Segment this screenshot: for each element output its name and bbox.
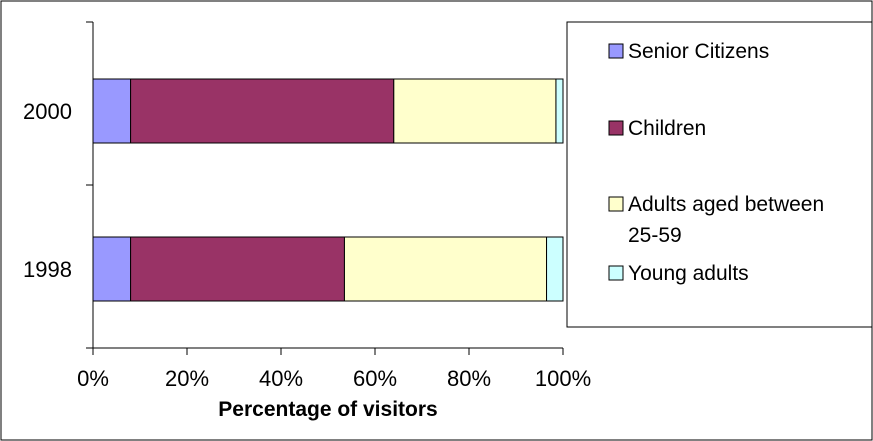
bar-segment-1998-3 bbox=[343, 236, 548, 302]
legend: Senior Citizens Children Adults aged betwe… bbox=[608, 40, 824, 285]
axes-group bbox=[86, 21, 564, 355]
x-tick-label: 40% bbox=[259, 366, 303, 391]
y-category-label: 2000 bbox=[23, 99, 72, 124]
bar-segment-2000-2 bbox=[130, 78, 395, 144]
bar-segment-1998-1 bbox=[92, 236, 132, 302]
x-tick-labels: 0% 20% 40% 60% 80% 100% bbox=[77, 366, 591, 391]
y-category-label: 1998 bbox=[23, 257, 72, 282]
x-axis-label: Percentage of visitors bbox=[218, 398, 437, 421]
bar-segment-2000-4 bbox=[555, 78, 564, 144]
x-tick-label: 20% bbox=[165, 366, 209, 391]
legend-label: 25-59 bbox=[628, 224, 682, 247]
legend-swatch bbox=[608, 120, 624, 136]
legend-swatch bbox=[608, 196, 624, 212]
bar-segment-1998-2 bbox=[130, 236, 345, 302]
y-category-labels: 2000 1998 bbox=[23, 99, 72, 282]
legend-label: Adults aged between bbox=[628, 193, 824, 216]
bars-group bbox=[92, 78, 564, 302]
bar-segment-2000-1 bbox=[92, 78, 132, 144]
legend-label: Young adults bbox=[628, 262, 749, 285]
legend-label: Children bbox=[628, 117, 706, 140]
bar-segment-2000-3 bbox=[393, 78, 557, 144]
legend-swatch bbox=[608, 43, 624, 59]
x-tick-label: 0% bbox=[77, 366, 109, 391]
legend-label: Senior Citizens bbox=[628, 40, 769, 63]
bar-segment-1998-4 bbox=[546, 236, 564, 302]
x-tick-label: 80% bbox=[447, 366, 491, 391]
x-tick-label: 100% bbox=[535, 366, 591, 391]
legend-swatch bbox=[608, 265, 624, 281]
x-tick-label: 60% bbox=[353, 366, 397, 391]
